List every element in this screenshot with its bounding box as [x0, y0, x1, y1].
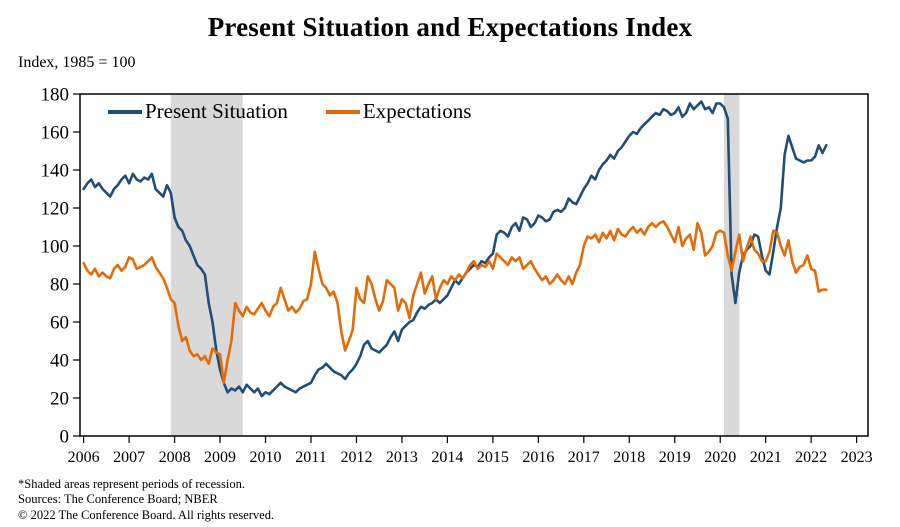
legend-label-expectations: Expectations	[362, 99, 472, 123]
x-axis-tick-label: 2021	[750, 449, 782, 466]
x-axis-tick-label: 2020	[704, 449, 736, 466]
recession-band	[170, 94, 243, 436]
x-axis-tick-label: 2022	[795, 449, 827, 466]
x-axis-tick-label: 2010	[250, 449, 282, 466]
y-axis-tick-label: 100	[41, 236, 70, 257]
x-axis-tick-label: 2017	[568, 449, 600, 466]
x-axis-tick-label: 2023	[841, 449, 873, 466]
y-axis-tick-label: 140	[41, 160, 70, 181]
x-axis-tick-label: 2011	[295, 449, 326, 466]
footnote-sources: Sources: The Conference Board; NBER	[18, 492, 218, 507]
x-axis-tick-label: 2013	[386, 449, 418, 466]
y-axis-tick-label: 20	[50, 388, 69, 409]
y-axis-tick-label: 160	[41, 122, 70, 143]
x-axis-tick-label: 2019	[659, 449, 691, 466]
page-title: Present Situation and Expectations Index	[207, 12, 693, 42]
x-axis-tick-label: 2006	[68, 449, 100, 466]
legend-swatch-expectations	[325, 109, 360, 114]
legend-item-expectations: Expectations	[325, 99, 472, 124]
chart-legend: Present Situation Expectations	[108, 99, 471, 124]
series-line-expectations	[82, 220, 828, 385]
x-axis-tick-label: 2009	[204, 449, 236, 466]
x-axis-tick-label: 2014	[431, 449, 463, 466]
x-axis-tick-label: 2012	[340, 449, 372, 466]
axis-unit-label: Index, 1985 = 100	[18, 54, 136, 71]
footnote-recession: *Shaded areas represent periods of reces…	[18, 477, 245, 491]
x-axis-tick-label: 2018	[613, 449, 645, 466]
y-axis-tick-label: 0	[60, 426, 70, 447]
y-axis-tick-label: 40	[50, 350, 69, 371]
y-axis-tick-label: 180	[41, 84, 70, 105]
y-axis-tick-label: 120	[41, 198, 70, 219]
y-axis-tick-label: 80	[50, 274, 69, 295]
chart-footnotes: *Shaded areas represent periods of reces…	[18, 477, 274, 523]
x-axis-tick-label: 2007	[113, 449, 145, 466]
x-axis-tick-label: 2016	[522, 449, 554, 466]
legend-label-present-situation: Present Situation	[145, 99, 288, 123]
plot-frame	[79, 93, 869, 437]
chart-plot: 0 20 40 60 80 100 120 140 160 180 2006 2007 2008 2009…	[41, 84, 873, 466]
legend-item-present-situation: Present Situation	[108, 99, 288, 124]
y-axis-tick-label: 60	[50, 312, 69, 333]
x-axis-tick-label: 2015	[477, 449, 509, 466]
legend-swatch-present-situation	[108, 109, 142, 114]
x-axis-tick-label: 2008	[159, 449, 191, 466]
footnote-copyright: © 2022 The Conference Board. All rights …	[18, 507, 275, 522]
